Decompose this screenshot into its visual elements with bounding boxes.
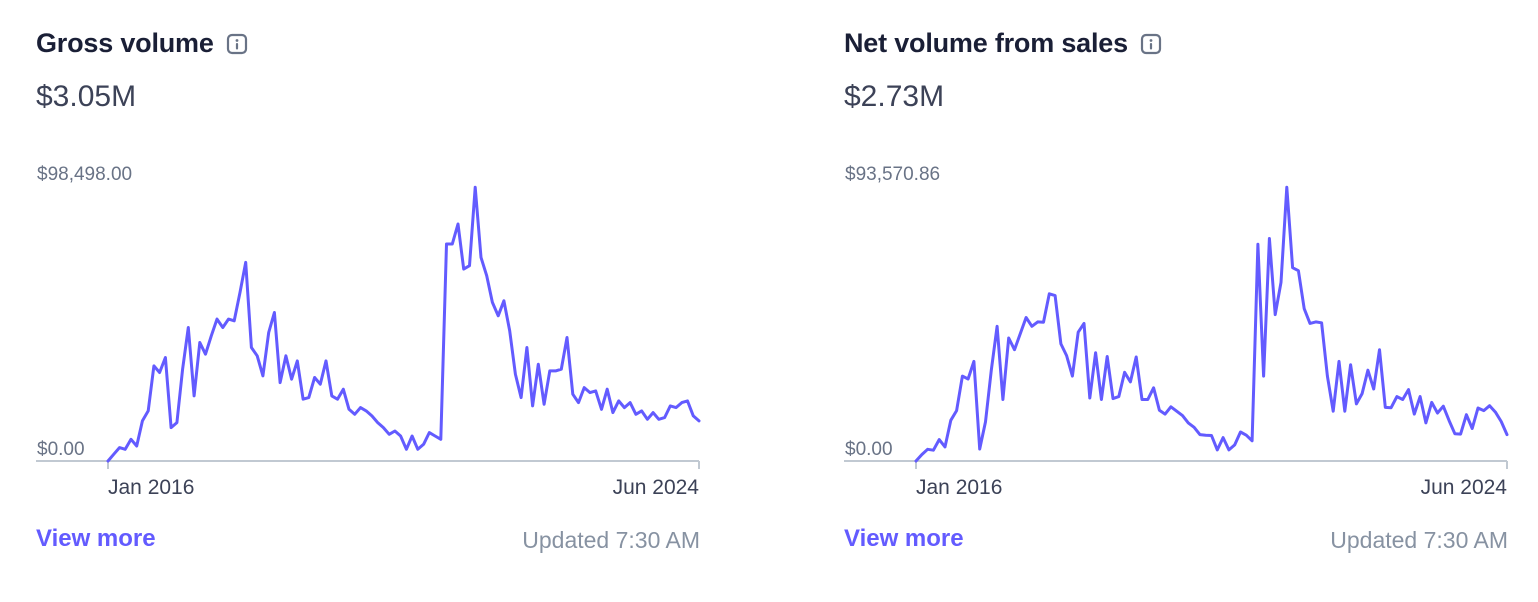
series-line [914,185,1509,463]
total-amount: $3.05M [36,80,137,113]
view-more-link[interactable]: View more [844,525,964,552]
info-icon[interactable] [1140,33,1162,55]
net-volume-card: Net volume from sales $2.73M $93,570.86 … [844,0,1509,602]
view-more-link[interactable]: View more [36,525,156,552]
card-title: Gross volume [36,28,214,58]
updated-timestamp: Updated 7:30 AM [522,527,700,553]
y-min-label: $0.00 [845,439,893,460]
gross-volume-card: Gross volume $3.05M $98,498.00 $0.00 Jan… [36,0,701,602]
x-tick-label-start: Jan 2016 [108,476,194,499]
x-tick-label-end: Jun 2024 [1421,476,1508,499]
series-layer [914,185,1509,463]
y-min-label: $0.00 [37,439,85,460]
info-icon[interactable] [226,33,248,55]
series-layer [106,185,701,463]
x-tick-label-end: Jun 2024 [613,476,700,499]
gross-volume-line-chart: $98,498.00 $0.00 Jan 2016 Jun 2024 [36,164,701,499]
card-header: Gross volume [36,28,248,59]
total-amount: $2.73M [844,80,945,113]
card-header: Net volume from sales [844,28,1162,59]
card-title: Net volume from sales [844,28,1128,58]
series-line [106,185,701,463]
y-max-label: $98,498.00 [37,164,132,185]
updated-timestamp: Updated 7:30 AM [1330,527,1508,553]
x-tick-label-start: Jan 2016 [916,476,1002,499]
y-max-label: $93,570.86 [845,164,940,185]
net-volume-line-chart: $93,570.86 $0.00 Jan 2016 Jun 2024 [844,164,1509,499]
